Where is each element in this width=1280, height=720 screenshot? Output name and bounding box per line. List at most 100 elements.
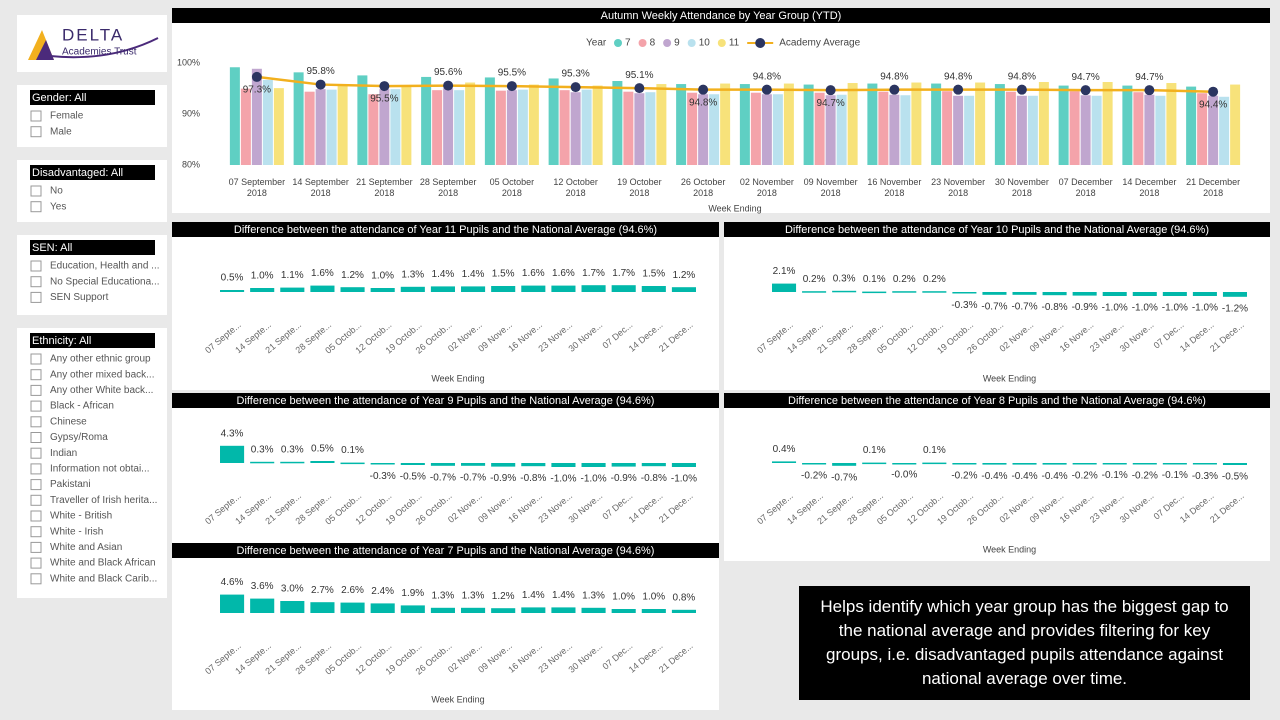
filter-option[interactable]: Male — [50, 126, 72, 137]
data-label: 95.5% — [498, 68, 526, 79]
checkbox[interactable] — [30, 260, 42, 272]
filter-option[interactable]: White and Black African — [50, 558, 156, 569]
filter-option[interactable]: Female — [50, 111, 84, 122]
filter-option[interactable]: Any other mixed back... — [50, 369, 155, 380]
checkbox[interactable] — [30, 573, 42, 585]
bar — [612, 81, 623, 165]
filter-option[interactable]: Traveller of Irish herita... — [50, 495, 157, 506]
bar — [1038, 82, 1049, 165]
filter-option[interactable]: No — [50, 186, 63, 197]
data-label: -0.2% — [951, 470, 977, 481]
filter-option[interactable]: Any other ethnic group — [50, 354, 151, 365]
bar — [1230, 84, 1241, 165]
bar — [1192, 292, 1217, 296]
bar — [1219, 96, 1230, 165]
bar — [220, 445, 245, 463]
average-marker — [953, 84, 964, 95]
bar — [491, 463, 516, 467]
chart-panel — [172, 393, 719, 543]
bar — [491, 608, 516, 613]
filter-option[interactable]: Information not obtai... — [50, 464, 150, 475]
checkbox[interactable] — [30, 447, 42, 459]
bar — [250, 598, 275, 613]
filter-title: SEN: All — [32, 242, 72, 254]
filter-option[interactable]: SEN Support — [50, 292, 109, 303]
checkbox[interactable] — [30, 510, 42, 522]
filter-option[interactable]: White and Asian — [50, 542, 122, 553]
bar — [220, 594, 245, 613]
checkbox[interactable] — [30, 463, 42, 475]
data-label: 97.3% — [243, 85, 271, 96]
title-bar — [172, 222, 719, 237]
checkbox[interactable] — [30, 494, 42, 506]
filter-option[interactable]: Chinese — [50, 416, 87, 427]
filter-option[interactable]: Gypsy/Roma — [50, 432, 108, 443]
x-tick-label: 14 December 2018 — [1122, 177, 1177, 198]
checkbox[interactable] — [30, 126, 42, 138]
checkbox[interactable] — [30, 526, 42, 538]
bar — [570, 92, 581, 165]
bar — [250, 288, 275, 292]
bar — [761, 94, 772, 165]
checkbox[interactable] — [30, 541, 42, 553]
average-marker — [1144, 85, 1155, 96]
filter-option[interactable]: White and Black Carib... — [50, 573, 157, 584]
bar — [671, 287, 696, 292]
data-label: 3.6% — [251, 581, 274, 592]
average-marker — [825, 85, 836, 96]
legend-label: 9 — [674, 38, 680, 49]
data-label: 1.0% — [371, 271, 394, 282]
bar — [720, 83, 731, 165]
data-label: 95.6% — [434, 67, 462, 78]
filter-option[interactable]: Indian — [50, 448, 77, 459]
checkbox[interactable] — [30, 110, 42, 122]
data-label: 94.7% — [1071, 72, 1099, 83]
checkbox[interactable] — [30, 201, 42, 213]
checkbox[interactable] — [30, 185, 42, 197]
checkbox[interactable] — [30, 369, 42, 381]
bar — [676, 84, 687, 165]
checkbox[interactable] — [30, 479, 42, 491]
logo-name: DELTA — [62, 25, 124, 44]
checkbox[interactable] — [30, 384, 42, 396]
bar — [641, 463, 666, 467]
data-label: 0.1% — [341, 445, 364, 456]
bar — [698, 94, 709, 165]
filter-option[interactable]: White - Irish — [50, 526, 103, 537]
bar — [521, 607, 546, 613]
x-axis-label: Week Ending — [983, 373, 1036, 383]
bar — [461, 463, 486, 466]
data-label: -1.0% — [1162, 303, 1188, 314]
filter-option[interactable]: Yes — [50, 201, 66, 212]
data-label: -0.7% — [831, 472, 857, 483]
checkbox[interactable] — [30, 557, 42, 569]
x-axis-label: Week Ending — [983, 544, 1036, 554]
filter-option[interactable]: Pakistani — [50, 479, 91, 490]
bar — [900, 95, 911, 165]
checkbox[interactable] — [30, 400, 42, 412]
filter-option[interactable]: Education, Health and ... — [50, 261, 160, 272]
bar — [551, 607, 576, 613]
bar — [357, 75, 368, 165]
data-label: -0.8% — [1042, 302, 1068, 313]
bar — [942, 91, 953, 165]
data-label: 0.1% — [923, 445, 946, 456]
checkbox[interactable] — [30, 432, 42, 443]
note: Helps identify which year group has the … — [799, 586, 1250, 700]
checkbox[interactable] — [30, 353, 42, 365]
checkbox[interactable] — [30, 291, 42, 303]
bar — [370, 463, 395, 465]
x-tick-label: 28 September 2018 — [419, 177, 477, 198]
data-label: -0.9% — [611, 473, 637, 484]
checkbox[interactable] — [30, 276, 42, 288]
average-marker — [1080, 85, 1091, 96]
data-label: 95.5% — [370, 94, 398, 105]
filter-option[interactable]: Black - African — [50, 401, 114, 412]
filter-option[interactable]: White - British — [50, 511, 112, 522]
chart-panel — [724, 222, 1270, 390]
checkbox[interactable] — [30, 416, 42, 428]
filter-option[interactable]: No Special Educationa... — [50, 276, 160, 287]
filter-option[interactable]: Any other White back... — [50, 385, 153, 396]
data-label: 0.8% — [673, 592, 696, 603]
data-label: 0.1% — [863, 445, 886, 456]
